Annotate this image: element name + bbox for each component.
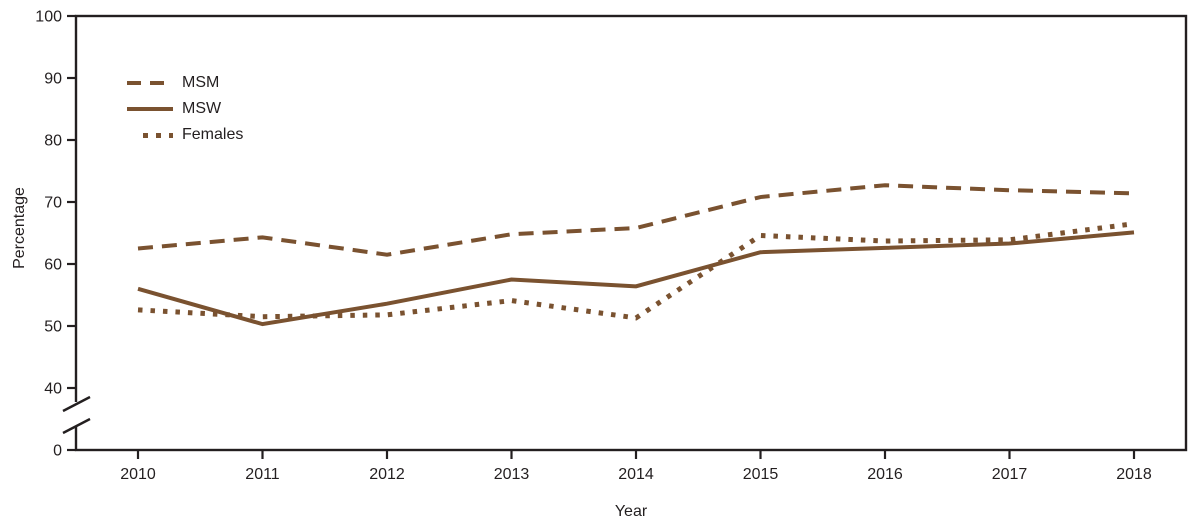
legend: MSM MSW Females xyxy=(127,70,243,148)
y-tick-label: 80 xyxy=(44,133,62,150)
x-tick-label: 2011 xyxy=(245,466,280,483)
x-tick-label: 2015 xyxy=(743,466,779,483)
axis-break-gap xyxy=(74,402,78,427)
legend-label-females: Females xyxy=(182,126,244,143)
legend-item-msm: MSM xyxy=(127,70,243,96)
legend-sample-box xyxy=(127,107,173,111)
x-tick-label: 2013 xyxy=(494,466,530,483)
y-tick-label: 90 xyxy=(44,71,62,88)
x-tick-label: 2014 xyxy=(618,466,654,483)
x-tick-label: 2018 xyxy=(1116,466,1152,483)
series-line-females xyxy=(137,221,1135,321)
legend-label-msm: MSM xyxy=(182,74,220,91)
y-tick-label: 60 xyxy=(44,257,62,274)
axis-break-slash xyxy=(62,395,91,413)
y-tick-label: 70 xyxy=(44,195,62,212)
solid-line-icon xyxy=(127,107,173,111)
x-tick-label: 2016 xyxy=(867,466,903,483)
y-tick-label: 50 xyxy=(44,319,62,336)
axis-break-slash xyxy=(62,417,91,435)
legend-item-msw: MSW xyxy=(127,96,243,122)
dotted-line-icon xyxy=(143,132,173,138)
x-axis-title: Year xyxy=(614,503,648,520)
series-line-msw xyxy=(137,230,1135,327)
legend-sample-box xyxy=(127,81,173,85)
x-tick-label: 2010 xyxy=(120,466,156,483)
x-tick-label: 2012 xyxy=(369,466,405,483)
x-tick-label: 2017 xyxy=(992,466,1028,483)
legend-label-msw: MSW xyxy=(182,100,222,117)
y-axis-title: Percentage xyxy=(11,187,28,269)
legend-sample-box xyxy=(127,132,173,138)
legend-item-females: Females xyxy=(127,122,243,148)
y-tick-label: 0 xyxy=(53,443,62,460)
plot-border xyxy=(74,14,1188,452)
y-tick-label: 100 xyxy=(35,9,62,26)
y-tick-label: 40 xyxy=(44,381,62,398)
dashed-line-icon xyxy=(127,81,173,85)
